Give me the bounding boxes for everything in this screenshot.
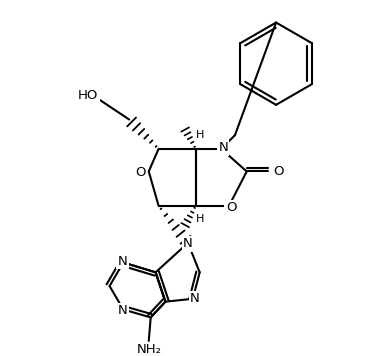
Text: NH₂: NH₂ [136, 343, 161, 356]
Text: O: O [136, 166, 146, 179]
Text: O: O [226, 201, 236, 214]
Text: N: N [183, 237, 193, 250]
Text: H: H [195, 214, 204, 224]
Text: N: N [117, 304, 127, 317]
Text: HO: HO [78, 89, 98, 103]
Text: H: H [195, 130, 204, 140]
Text: N: N [218, 141, 228, 155]
Text: N: N [117, 255, 127, 268]
Text: N: N [190, 292, 200, 305]
Text: O: O [273, 165, 283, 178]
